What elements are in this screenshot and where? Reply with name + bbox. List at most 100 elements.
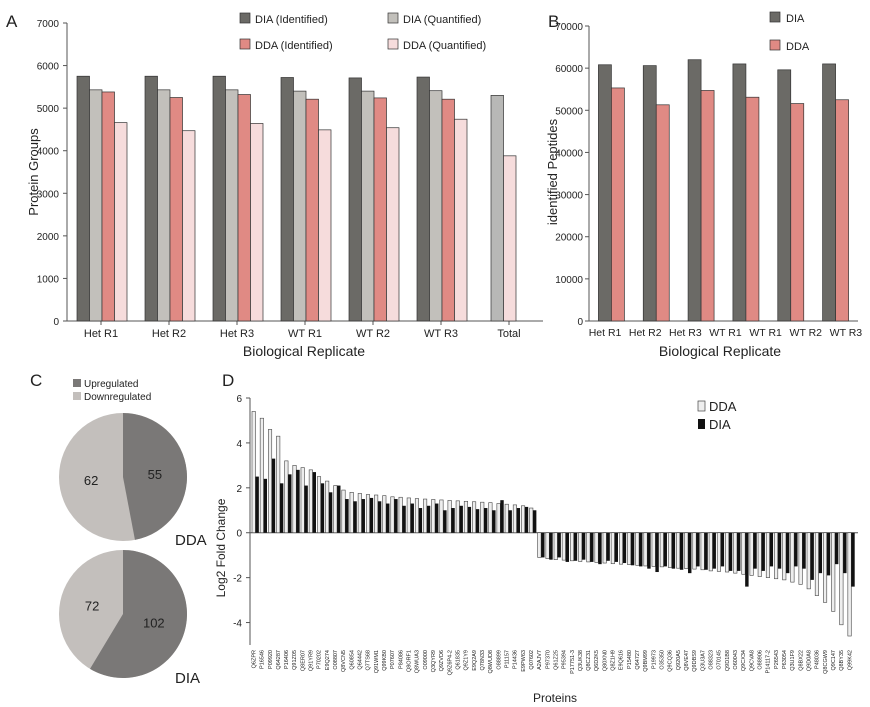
d-bar-dda	[398, 496, 403, 534]
d-bar-dia	[639, 532, 643, 567]
d-bar-dda	[627, 532, 632, 565]
d-x-tick-label: Q3QYR9	[431, 650, 437, 672]
d-x-tick-label: Q3U3A7	[700, 650, 706, 671]
d-bar-dda	[300, 467, 305, 534]
d-y-tick-label: -4	[233, 619, 242, 630]
d-y-tick-label: 2	[236, 484, 242, 495]
c-pie-value-up: 102	[143, 616, 165, 631]
d-bar-dia	[516, 508, 521, 533]
d-bar-dia	[728, 532, 733, 571]
d-bar-dda	[823, 532, 828, 603]
d-bar-dia	[655, 532, 659, 573]
d-x-tick-label: P07607	[390, 650, 396, 669]
d-bar-dia	[802, 532, 806, 569]
d-x-tick-label: Q80XN0	[602, 650, 608, 671]
d-bar-dda	[618, 532, 624, 565]
b-bar-dia	[732, 63, 747, 322]
d-bar-dda	[692, 532, 697, 570]
d-x-tick-label: Q9C147	[831, 650, 837, 671]
d-bar-dia	[541, 532, 545, 558]
d-x-tick-label: Q8Z1H9	[611, 650, 617, 671]
d-x-tick-label: P95394	[562, 650, 568, 669]
c-legend-swatch	[73, 379, 81, 387]
d-bar-dia	[500, 500, 504, 533]
b-y-tick-label: 10000	[555, 275, 583, 286]
d-bar-dia	[312, 472, 316, 533]
d-x-tick-label: P84086	[398, 650, 404, 669]
d-x-tick-label: Q8VCN5	[341, 650, 347, 672]
d-x-tick-label: Q99K42	[847, 650, 853, 670]
d-bar-dda	[708, 532, 713, 572]
d-bar-dia	[271, 458, 276, 533]
a-x-tick-label: WT R3	[424, 328, 458, 340]
d-x-tick-label: Q7TS68	[366, 650, 372, 670]
b-bar-dia	[822, 63, 836, 322]
d-bar-dia	[647, 532, 651, 569]
d-x-tick-label: Q91Z05	[292, 650, 298, 670]
d-bar-dda	[292, 465, 297, 534]
d-bar-dda	[390, 496, 395, 534]
d-bar-dda	[382, 495, 387, 534]
d-bar-dia	[410, 503, 414, 533]
d-bar-dda	[684, 532, 689, 569]
b-x-tick-label: WT R2	[790, 327, 823, 339]
d-bar-dda	[414, 498, 419, 534]
d-x-tick-label: E9Q616	[619, 650, 625, 670]
d-bar-dia	[532, 510, 537, 533]
a-y-tick-label: 7000	[37, 19, 60, 30]
d-bar-dda	[341, 489, 346, 534]
d-x-tick-label: O60043	[733, 650, 739, 670]
d-bar-dda	[602, 532, 607, 564]
d-x-tick-label: Q9D0A8	[806, 650, 812, 671]
d-bar-dda	[847, 532, 852, 637]
a-bar	[76, 75, 90, 322]
d-bar-dia	[492, 510, 496, 533]
d-x-tick-label: P17751-3	[570, 650, 576, 674]
d-x-tick-label: Q3UK38	[578, 650, 584, 671]
d-y-tick-label: 4	[236, 439, 242, 450]
a-x-axis-title: Biological Replicate	[243, 343, 365, 359]
c-pie-title: DIA	[175, 670, 200, 687]
d-x-tick-label: Q9DBS9	[692, 650, 698, 672]
d-bar-dia	[745, 532, 749, 587]
b-bar-dia	[598, 64, 612, 322]
b-x-tick-label: WT R3	[830, 327, 863, 339]
d-x-tick-label: Q8BX22	[798, 650, 804, 671]
d-bar-dda	[700, 532, 705, 571]
d-x-tick-label: P63054	[782, 650, 788, 669]
d-bar-dia	[565, 532, 570, 562]
a-bar	[101, 91, 115, 322]
d-bar-dia	[753, 532, 757, 569]
a-y-tick-label: 6000	[37, 62, 60, 73]
d-bar-dda	[651, 532, 656, 567]
a-legend-label: DIA (Identified)	[255, 14, 328, 26]
d-bar-dia	[328, 492, 333, 533]
b-bar-dda	[700, 90, 715, 322]
a-bar	[212, 75, 226, 322]
a-bar	[416, 76, 430, 322]
d-y-axis-title: Log2 Fold Change	[214, 498, 228, 597]
d-x-tick-label: P09920	[268, 650, 274, 669]
d-bar-dda	[586, 532, 591, 563]
d-bar-dda	[667, 532, 672, 568]
d-x-tick-label: Q8WUD8	[488, 650, 494, 674]
a-y-tick-label: 1000	[37, 274, 60, 285]
b-legend-swatch	[769, 11, 781, 23]
a-legend-label: DDA (Identified)	[255, 40, 333, 52]
d-bar-dda	[504, 503, 509, 534]
d-bar-dia	[426, 505, 431, 533]
d-bar-dda	[316, 476, 322, 534]
d-x-tick-label: Q60854	[349, 650, 355, 670]
b-x-tick-label: WT R1	[709, 327, 742, 339]
d-x-tick-label: P14117-2	[766, 650, 772, 673]
a-bar	[280, 77, 294, 322]
d-x-tick-label: O08807	[333, 650, 339, 670]
d-x-tick-label: Q8ORF1	[407, 650, 413, 672]
d-bar-dia	[663, 532, 667, 567]
d-x-tick-label: Q64442	[358, 650, 364, 670]
d-x-tick-label: O88906	[757, 650, 763, 670]
d-bar-dda	[741, 532, 746, 575]
d-bar-dda	[676, 532, 681, 569]
